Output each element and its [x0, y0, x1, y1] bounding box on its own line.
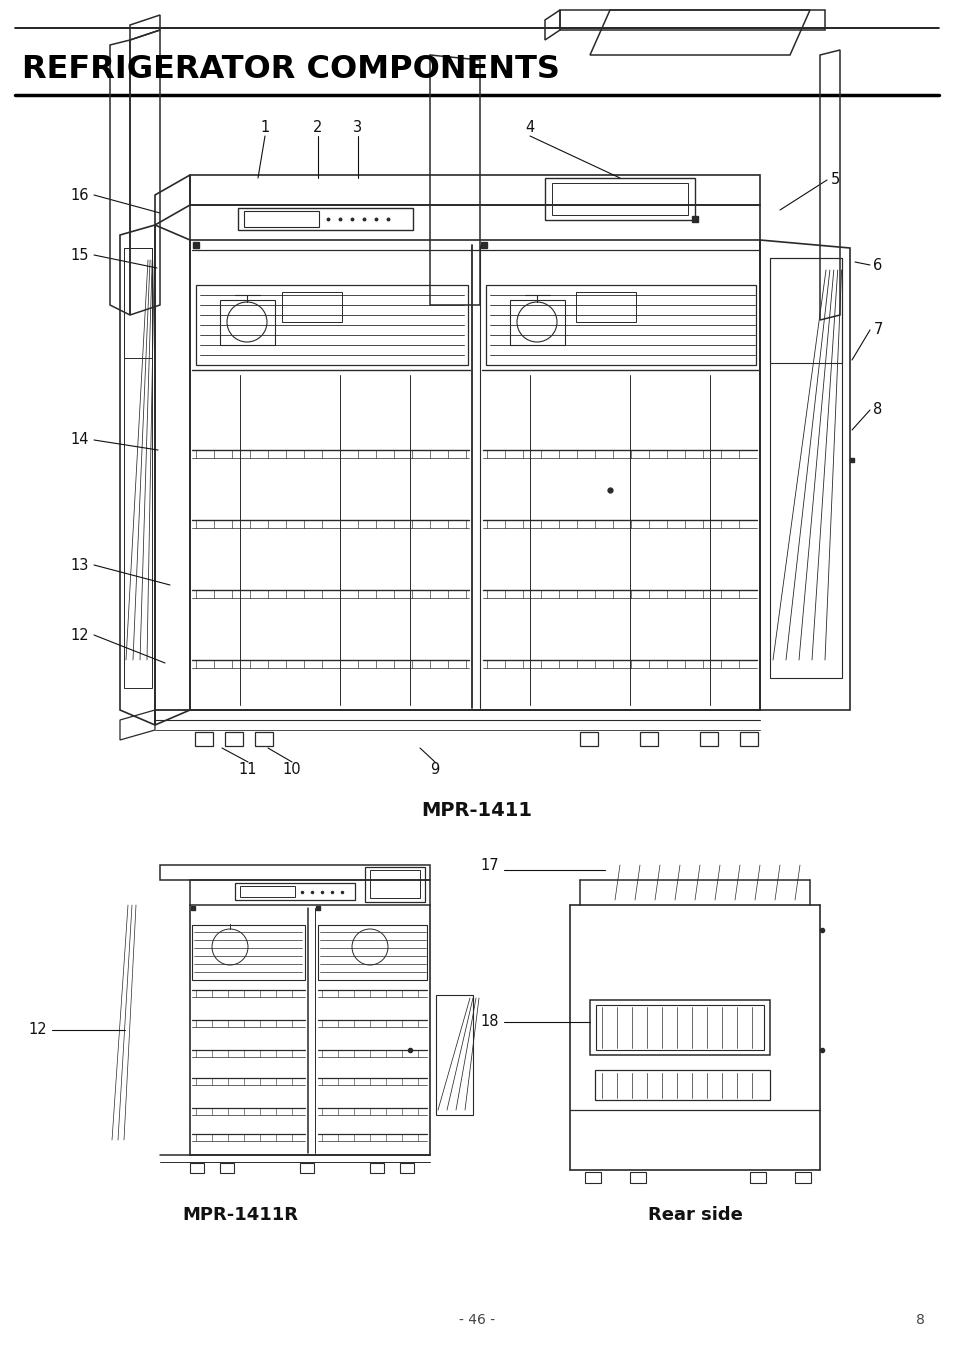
- Bar: [370, 1162, 384, 1173]
- Bar: [220, 1162, 233, 1173]
- Bar: [700, 732, 718, 747]
- Bar: [220, 300, 274, 346]
- Text: 10: 10: [282, 763, 301, 778]
- Bar: [194, 732, 213, 747]
- Bar: [234, 883, 355, 900]
- Text: 7: 7: [872, 323, 882, 338]
- Bar: [749, 1172, 765, 1183]
- Bar: [190, 1162, 204, 1173]
- Bar: [794, 1172, 810, 1183]
- Bar: [576, 292, 636, 323]
- Bar: [240, 886, 294, 896]
- Bar: [317, 925, 427, 980]
- Text: 18: 18: [480, 1014, 498, 1030]
- Text: 16: 16: [71, 188, 90, 202]
- Text: MPR-1411R: MPR-1411R: [182, 1206, 297, 1224]
- Bar: [299, 1162, 314, 1173]
- Text: 6: 6: [872, 258, 882, 273]
- Text: 3: 3: [353, 120, 362, 135]
- Bar: [124, 248, 152, 358]
- Text: 12: 12: [71, 628, 90, 643]
- Bar: [192, 925, 305, 980]
- Text: 2: 2: [313, 120, 322, 135]
- Text: 14: 14: [71, 432, 90, 447]
- Bar: [254, 732, 273, 747]
- Bar: [595, 1071, 769, 1100]
- Bar: [124, 248, 152, 688]
- Text: 1: 1: [260, 120, 270, 135]
- Text: REFRIGERATOR COMPONENTS: REFRIGERATOR COMPONENTS: [22, 54, 559, 85]
- Bar: [510, 300, 564, 346]
- Bar: [584, 1172, 600, 1183]
- Text: 17: 17: [480, 857, 498, 872]
- Bar: [195, 285, 468, 364]
- Text: 8: 8: [872, 402, 882, 417]
- Bar: [639, 732, 658, 747]
- Text: 8: 8: [915, 1314, 923, 1327]
- Text: 5: 5: [829, 173, 839, 188]
- Text: 12: 12: [29, 1022, 48, 1038]
- Text: 11: 11: [238, 763, 257, 778]
- Bar: [589, 1000, 769, 1054]
- Text: Rear side: Rear side: [647, 1206, 741, 1224]
- Bar: [365, 867, 424, 902]
- Bar: [370, 869, 419, 898]
- Bar: [282, 292, 341, 323]
- Bar: [436, 995, 473, 1115]
- Text: 15: 15: [71, 247, 90, 262]
- Bar: [485, 285, 755, 364]
- Text: 13: 13: [71, 558, 89, 572]
- Bar: [579, 732, 598, 747]
- Bar: [552, 184, 687, 215]
- Bar: [740, 732, 758, 747]
- Bar: [596, 1004, 763, 1050]
- Bar: [629, 1172, 645, 1183]
- Bar: [237, 208, 413, 230]
- Bar: [225, 732, 243, 747]
- Bar: [244, 211, 318, 227]
- Text: 9: 9: [430, 763, 439, 778]
- Text: - 46 -: - 46 -: [458, 1314, 495, 1327]
- Text: MPR-1411: MPR-1411: [421, 801, 532, 819]
- Bar: [769, 258, 841, 363]
- Bar: [399, 1162, 414, 1173]
- Bar: [544, 178, 695, 220]
- Bar: [769, 258, 841, 678]
- Text: 4: 4: [525, 120, 534, 135]
